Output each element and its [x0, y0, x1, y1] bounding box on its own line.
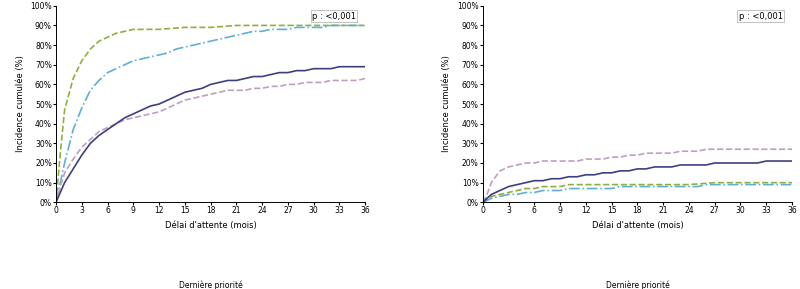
Text: p : <0,001: p : <0,001: [738, 12, 782, 21]
Y-axis label: Incidence cumulée (%): Incidence cumulée (%): [442, 55, 451, 153]
Y-axis label: Incidence cumulée (%): Incidence cumulée (%): [16, 55, 25, 153]
Text: p : <0,001: p : <0,001: [312, 12, 356, 21]
Legend: Aucune, SU1, SU2, Urgence et dérogation: Aucune, SU1, SU2, Urgence et dérogation: [506, 281, 770, 289]
X-axis label: Délai d'attente (mois): Délai d'attente (mois): [165, 221, 257, 230]
Legend: Aucune, SU1, SU2, Urgence et dérogation: Aucune, SU1, SU2, Urgence et dérogation: [78, 281, 342, 289]
X-axis label: Délai d'attente (mois): Délai d'attente (mois): [591, 221, 683, 230]
